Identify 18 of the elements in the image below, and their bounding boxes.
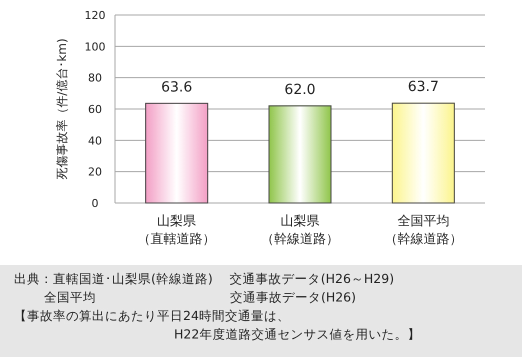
data-label: 62.0 [284,82,316,98]
text: 全国平均 交通事故データ(H26) [14,290,356,304]
y-tick-label: 120 [84,9,106,22]
data-label: 63.6 [161,79,192,96]
x-tick-label: 山梨県（直轄道路） [138,214,216,247]
source-note: 出典：直轄国道･山梨県(幹線道路) 交通事故データ(H26～H29) [14,271,394,286]
y-axis-title: 死傷事故率（件/億台･km) [55,38,69,180]
y-tick-label: 80 [88,72,102,85]
y-tick-label: 40 [88,134,102,148]
data-label: 63.7 [408,79,439,96]
y-tick-label: 100 [84,40,106,54]
y-tick-label: 60 [88,103,102,116]
x-tick-label: 山梨県（幹線道路） [261,214,339,247]
y-tick-label: 20 [88,166,102,179]
y-tick-label: 0 [92,197,98,210]
text: H22年度道路交通センサス値を用いた。】 [14,326,420,342]
x-tick-label: 全国平均（幹線道路） [384,214,462,247]
text: 【事故率の算出にあたり平日24時間交通量は、 [14,308,290,323]
